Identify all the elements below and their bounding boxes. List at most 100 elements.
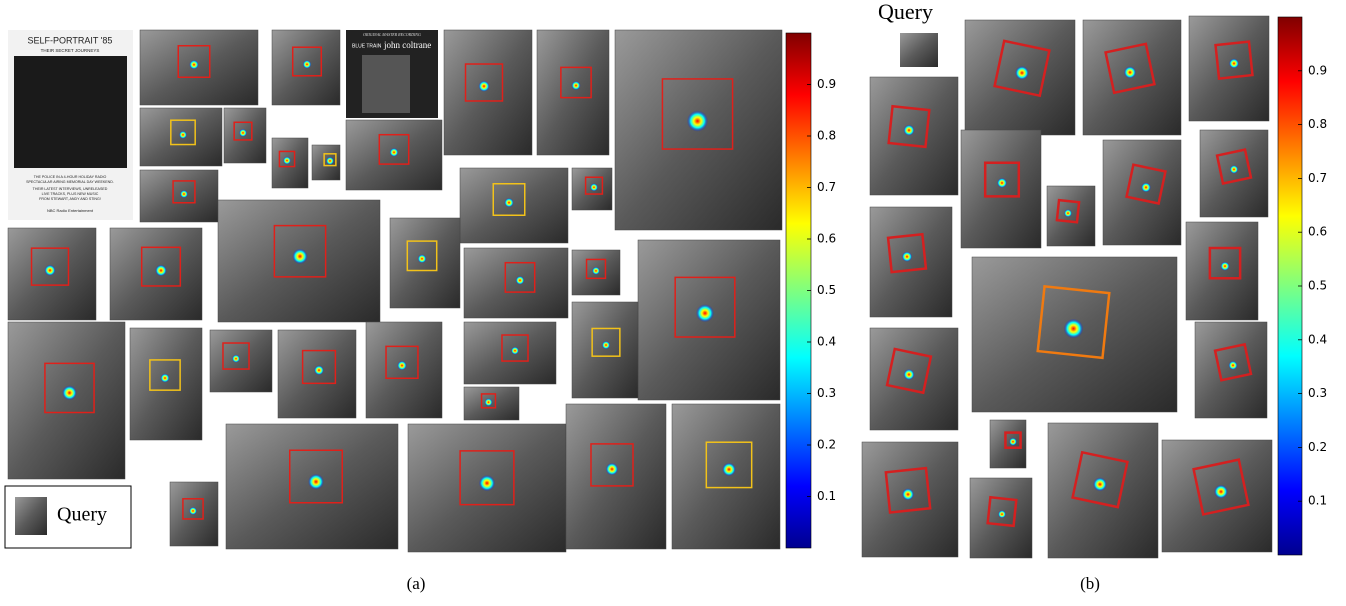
heat-spot <box>292 249 307 264</box>
heat-spot <box>478 81 489 92</box>
colorbar-tick-label: 0.6 <box>817 232 836 246</box>
heat-spot <box>160 374 169 383</box>
poster-sponsor: NBC Radio Entertainment <box>47 208 94 213</box>
photo <box>464 322 556 384</box>
heat-spot <box>418 254 427 263</box>
colorbar-tick-label: 0.9 <box>817 77 836 91</box>
photo <box>870 328 958 430</box>
colorbar-tick-label: 0.4 <box>1308 332 1327 346</box>
heat-spot <box>687 110 708 131</box>
heat-spot <box>592 267 600 275</box>
query-face <box>15 497 47 535</box>
heat-spot <box>44 265 55 276</box>
heat-spot <box>1015 66 1029 80</box>
figure: SELF-PORTRAIT '85 THEIR SECRET JOURNEYS … <box>0 0 1346 601</box>
photo <box>390 218 460 308</box>
poster-subtitle: THEIR SECRET JOURNEYS <box>41 48 100 53</box>
photo <box>1186 222 1258 320</box>
heat-spot <box>397 361 407 371</box>
photo <box>672 404 780 549</box>
poster-photo <box>14 56 127 168</box>
heat-spot <box>485 398 493 406</box>
heat-spot <box>314 365 324 375</box>
photo <box>572 302 638 398</box>
heat-spot <box>1141 182 1151 192</box>
photo <box>210 330 272 392</box>
photo <box>961 130 1041 248</box>
photo <box>460 168 568 243</box>
album-artist: john coltrane <box>383 40 431 50</box>
colorbar-tick-label: 0.8 <box>817 129 836 143</box>
colorbar-tick-label: 0.2 <box>1308 440 1327 454</box>
heat-spot <box>189 60 198 69</box>
heat-spot <box>903 369 914 380</box>
heat-spot <box>1093 477 1107 491</box>
heat-spot <box>189 507 197 515</box>
heat-spot <box>516 276 525 285</box>
colorbar-tick-label: 0.1 <box>1308 494 1327 508</box>
photo <box>8 322 125 479</box>
poster-text: SPECTACULAR AIRING MEMORIAL DAY WEEKEND. <box>26 180 114 184</box>
heat-spot <box>504 198 513 207</box>
heat-spot <box>511 347 519 355</box>
photo <box>537 30 609 155</box>
heat-spot <box>326 157 334 165</box>
colorbar-tick-label: 0.3 <box>817 386 836 400</box>
colorbar-tick-label: 0.5 <box>817 283 836 297</box>
heat-spot <box>1214 485 1228 499</box>
heat-spot <box>239 129 247 137</box>
colorbar-tick-label: 0.6 <box>1308 225 1327 239</box>
caption: (a) <box>407 574 426 593</box>
colorbar-tick-label: 0.3 <box>1308 386 1327 400</box>
heat-spot <box>590 183 598 191</box>
photo <box>464 248 568 318</box>
page: {"panels": [ {"caption": "(a)", "query_l… <box>0 0 1346 606</box>
heat-spot <box>179 131 187 139</box>
heat-spot <box>303 60 312 69</box>
photo <box>1195 322 1267 418</box>
heat-spot <box>1009 438 1017 446</box>
poster-text: THEIR LATEST INTERVIEWS, UNRELEASED <box>33 187 108 191</box>
photo <box>1103 140 1181 245</box>
heat-spot <box>308 474 324 490</box>
photo <box>566 404 666 549</box>
colorbar-tick-label: 0.9 <box>1308 63 1327 77</box>
photo <box>110 228 202 320</box>
poster-text: LIVE TRACKS, PLUS NEW MUSIC <box>42 192 99 196</box>
query-label: Query <box>878 0 933 24</box>
photo <box>870 77 958 195</box>
album-cover: ORIGINAL MASTER RECORDING BLUE TRAIN joh… <box>346 30 438 118</box>
heat-spot <box>998 510 1006 518</box>
heat-spot <box>1230 165 1239 174</box>
heat-spot <box>1064 209 1072 217</box>
heat-spot <box>997 178 1007 188</box>
heat-spot <box>283 157 291 165</box>
colorbar-tick-label: 0.1 <box>817 489 836 503</box>
heat-spot <box>606 463 619 476</box>
poster-text: THE POLICE IN A 4-HOUR HOLIDAY RADIO <box>34 175 107 179</box>
photo <box>140 170 218 222</box>
heat-spot <box>232 355 240 363</box>
poster-text: FROM STEWART, ANDY AND STING! <box>39 197 101 201</box>
photo <box>130 328 202 440</box>
album-label: ORIGINAL MASTER RECORDING <box>363 32 421 37</box>
heat-spot <box>1220 262 1229 271</box>
photo <box>140 30 258 105</box>
photo <box>1189 16 1269 121</box>
query-face <box>900 33 938 67</box>
caption: (b) <box>1080 574 1100 593</box>
heat-spot <box>180 190 188 198</box>
heat-spot <box>903 125 914 136</box>
photo <box>444 30 532 155</box>
photo <box>1047 186 1095 246</box>
album-title: BLUE TRAIN <box>352 43 382 49</box>
photo-collage <box>8 16 1272 558</box>
heat-spot <box>902 488 914 500</box>
colorbar-tick-label: 0.4 <box>817 335 836 349</box>
query-label: Query <box>57 504 107 526</box>
poster-title: SELF-PORTRAIT '85 <box>28 35 113 45</box>
heat-spot <box>479 475 495 491</box>
heat-spot <box>602 341 610 349</box>
heat-spot <box>902 251 912 261</box>
colorbar-tick-label: 0.7 <box>817 180 836 194</box>
